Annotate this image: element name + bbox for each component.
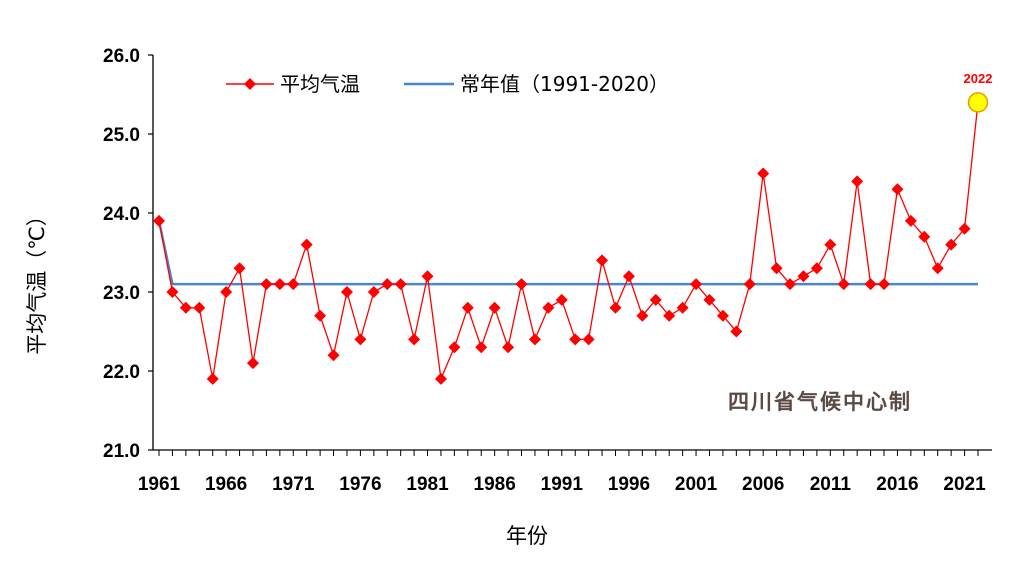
data-point-2000 (676, 301, 689, 314)
data-point-1991 (555, 293, 568, 306)
data-point-2020 (945, 238, 958, 251)
data-point-2008 (784, 278, 797, 291)
x-tick-label: 1991 (541, 474, 584, 495)
x-tick-label: 1976 (339, 474, 381, 495)
x-tick-label: 2001 (675, 474, 718, 495)
data-point-2019 (931, 262, 944, 275)
normal-line (157, 220, 978, 286)
normal-line-layer (157, 220, 978, 286)
data-point-1968 (246, 357, 259, 370)
data-point-2009 (797, 270, 810, 283)
data-point-1984 (461, 301, 474, 314)
temperature-series-layer (153, 92, 989, 385)
x-tick-label: 2021 (943, 474, 986, 495)
data-point-1980 (408, 333, 421, 346)
data-point-1971 (287, 278, 300, 291)
y-tick-label: 26.0 (103, 46, 140, 67)
x-tick-label: 1966 (205, 474, 247, 495)
data-point-1973 (314, 309, 327, 322)
highlight-label-2022: 2022 (964, 71, 993, 86)
data-point-2018 (918, 230, 931, 243)
data-point-1961 (153, 214, 165, 227)
data-point-1992 (569, 333, 582, 346)
x-tick-labels: 1961 1966 1971 1976 1981 1986 1991 1996 2001 2006… (138, 450, 986, 495)
x-tick-label: 1981 (406, 474, 449, 495)
data-point-2011 (824, 238, 837, 251)
data-point-2017 (904, 214, 917, 227)
data-point-1978 (381, 278, 394, 291)
y-tick-label: 23.0 (103, 283, 140, 304)
data-point-1997 (636, 309, 649, 322)
data-point-1964 (193, 301, 206, 314)
data-point-1986 (488, 301, 501, 314)
data-point-1985 (475, 341, 488, 354)
data-point-1993 (582, 333, 595, 346)
data-point-1963 (179, 301, 192, 314)
y-tick-label: 24.0 (103, 204, 140, 225)
legend-normal-label: 常年值（1991-2020） (460, 72, 669, 96)
data-point-1962 (166, 286, 179, 298)
data-point-1994 (596, 254, 609, 267)
x-tick-label: 1971 (272, 474, 315, 495)
data-point-1979 (394, 278, 407, 291)
data-point-1976 (354, 333, 367, 346)
data-point-1998 (649, 293, 662, 306)
data-point-1969 (260, 278, 273, 291)
data-point-1989 (528, 333, 541, 346)
data-point-1977 (367, 286, 380, 298)
x-tick-label: 2011 (810, 474, 852, 495)
x-axis-title: 年份 (506, 524, 548, 548)
x-tick-label: 2006 (742, 474, 784, 495)
data-point-2002 (703, 293, 716, 306)
y-tick-label: 21.0 (103, 441, 140, 462)
data-point-2006 (757, 167, 770, 180)
data-point-1987 (502, 341, 515, 354)
legend: 平均气温 常年值（1991-2020） (226, 72, 669, 96)
data-point-1974 (327, 349, 340, 362)
data-point-2007 (770, 262, 783, 275)
data-point-1965 (206, 372, 219, 385)
data-point-1996 (622, 270, 635, 283)
legend-diamond-marker (244, 78, 256, 90)
data-point-2004 (730, 325, 743, 338)
legend-series-label: 平均气温 (280, 72, 360, 96)
temperature-line (158, 102, 979, 382)
y-tick-label: 22.0 (103, 362, 140, 383)
data-point-2010 (810, 262, 823, 275)
data-point-2016 (891, 183, 904, 196)
data-point-1967 (233, 262, 246, 275)
data-point-2001 (690, 278, 703, 291)
data-point-2015 (878, 278, 891, 291)
data-point-1966 (220, 286, 233, 298)
data-point-1983 (448, 341, 461, 354)
data-point-1990 (542, 301, 555, 314)
data-point-1982 (434, 372, 447, 385)
data-point-2014 (864, 278, 877, 291)
x-tick-label: 1996 (608, 474, 650, 495)
watermark: 四川省气候中心制 (728, 390, 912, 414)
data-point-1988 (515, 278, 528, 291)
x-tick-label: 1986 (474, 474, 516, 495)
data-point-2005 (743, 278, 756, 291)
data-point-1995 (609, 301, 622, 314)
x-tick-label: 1961 (138, 474, 181, 495)
data-point-2022-highlight (967, 92, 989, 113)
data-point-1972 (300, 238, 313, 251)
data-point-2012 (837, 278, 850, 291)
data-point-1999 (663, 309, 676, 322)
x-tick-label: 2016 (876, 474, 918, 495)
data-point-2003 (716, 309, 729, 322)
data-point-2013 (851, 175, 864, 188)
y-tick-labels: 21.0 22.0 23.0 24.0 25.0 26.0 (103, 46, 153, 462)
y-axis-title: 平均气温（℃） (25, 205, 49, 355)
data-point-2021 (958, 222, 971, 235)
data-point-1981 (421, 270, 434, 283)
data-point-1970 (273, 278, 286, 291)
data-point-1975 (340, 286, 353, 298)
y-tick-label: 25.0 (103, 125, 140, 146)
